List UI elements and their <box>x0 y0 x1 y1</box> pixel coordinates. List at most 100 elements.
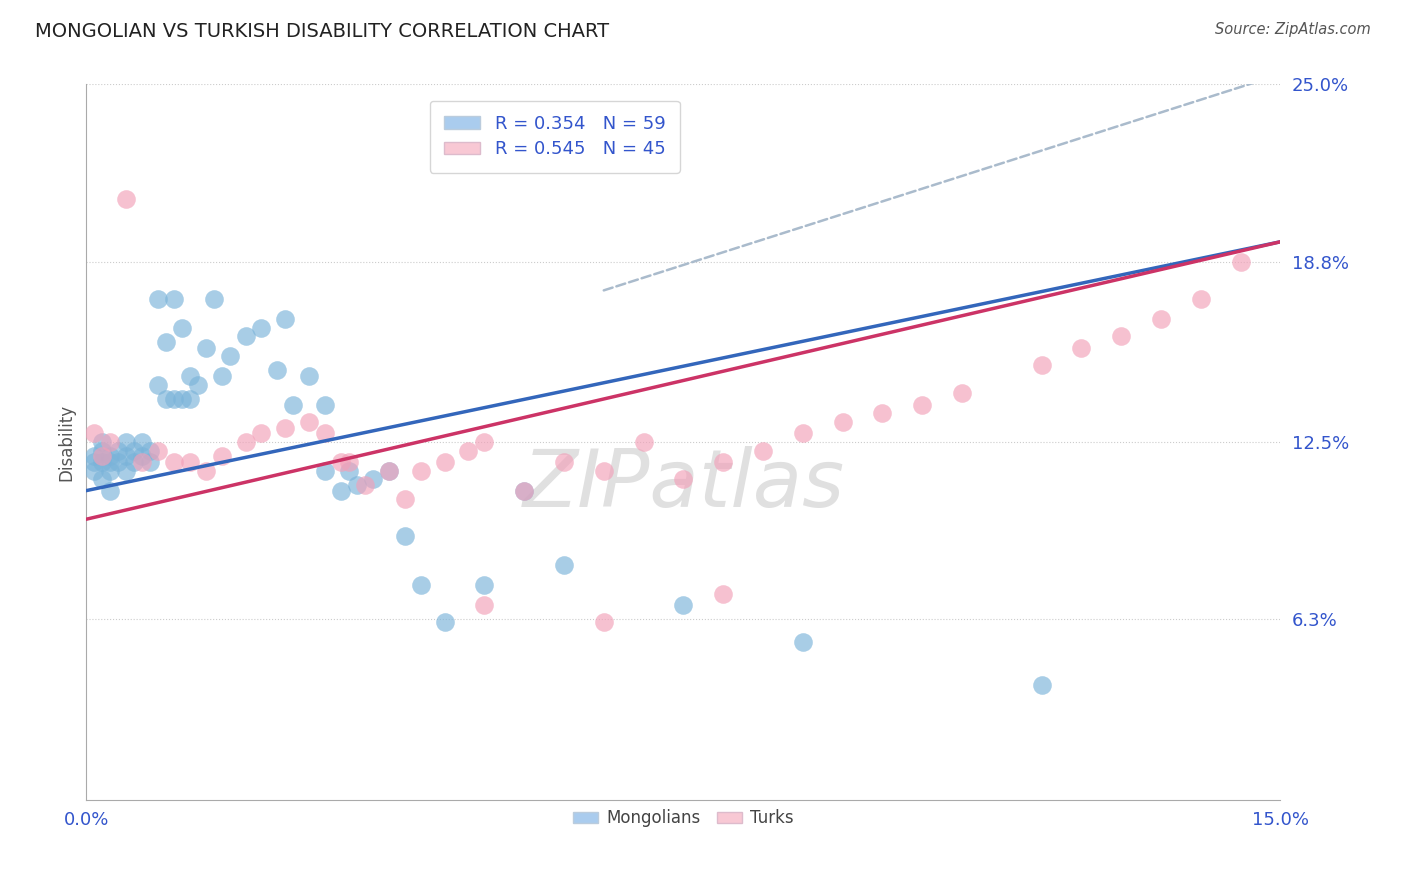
Point <box>146 377 169 392</box>
Point <box>179 392 201 406</box>
Point <box>1031 678 1053 692</box>
Point <box>115 450 138 464</box>
Point <box>792 426 814 441</box>
Point <box>98 464 121 478</box>
Point <box>1109 329 1132 343</box>
Point <box>218 349 240 363</box>
Point <box>98 450 121 464</box>
Point <box>202 292 225 306</box>
Point <box>194 464 217 478</box>
Point <box>752 443 775 458</box>
Point <box>211 369 233 384</box>
Point <box>472 434 495 449</box>
Point <box>433 455 456 469</box>
Point <box>155 392 177 406</box>
Point <box>115 464 138 478</box>
Point <box>378 464 401 478</box>
Point <box>1189 292 1212 306</box>
Point <box>163 392 186 406</box>
Point <box>298 369 321 384</box>
Point <box>330 483 353 498</box>
Point <box>170 392 193 406</box>
Point <box>314 426 336 441</box>
Point <box>146 443 169 458</box>
Point <box>472 578 495 592</box>
Point <box>553 455 575 469</box>
Point <box>330 455 353 469</box>
Point <box>314 464 336 478</box>
Point <box>131 434 153 449</box>
Point <box>457 443 479 458</box>
Point <box>131 455 153 469</box>
Point <box>513 483 536 498</box>
Point <box>163 292 186 306</box>
Y-axis label: Disability: Disability <box>58 403 75 481</box>
Point <box>179 455 201 469</box>
Legend: Mongolians, Turks: Mongolians, Turks <box>567 803 800 834</box>
Point <box>91 450 114 464</box>
Point <box>672 472 695 486</box>
Point <box>394 492 416 507</box>
Point <box>115 434 138 449</box>
Point <box>83 464 105 478</box>
Point <box>1229 254 1251 268</box>
Point <box>950 386 973 401</box>
Point <box>266 363 288 377</box>
Point <box>98 483 121 498</box>
Point <box>283 398 305 412</box>
Point <box>378 464 401 478</box>
Point <box>194 341 217 355</box>
Point <box>83 450 105 464</box>
Point <box>107 443 129 458</box>
Point <box>83 455 105 469</box>
Point <box>672 598 695 612</box>
Point <box>235 329 257 343</box>
Point <box>98 455 121 469</box>
Point <box>592 615 614 630</box>
Point <box>146 292 169 306</box>
Point <box>115 192 138 206</box>
Point <box>872 406 894 420</box>
Point <box>409 464 432 478</box>
Point <box>179 369 201 384</box>
Point <box>274 420 297 434</box>
Text: MONGOLIAN VS TURKISH DISABILITY CORRELATION CHART: MONGOLIAN VS TURKISH DISABILITY CORRELAT… <box>35 22 609 41</box>
Point <box>98 434 121 449</box>
Point <box>250 320 273 334</box>
Point <box>711 586 734 600</box>
Point <box>163 455 186 469</box>
Point <box>170 320 193 334</box>
Point <box>131 450 153 464</box>
Point <box>122 455 145 469</box>
Point <box>139 455 162 469</box>
Point <box>314 398 336 412</box>
Point <box>107 455 129 469</box>
Text: Source: ZipAtlas.com: Source: ZipAtlas.com <box>1215 22 1371 37</box>
Point <box>122 443 145 458</box>
Point <box>911 398 934 412</box>
Point <box>139 443 162 458</box>
Point <box>337 464 360 478</box>
Point <box>553 558 575 572</box>
Point <box>831 415 853 429</box>
Point <box>155 334 177 349</box>
Point <box>711 455 734 469</box>
Point <box>211 450 233 464</box>
Point <box>274 312 297 326</box>
Point <box>633 434 655 449</box>
Text: ZIPatlas: ZIPatlas <box>522 446 845 524</box>
Point <box>409 578 432 592</box>
Point <box>1070 341 1092 355</box>
Point <box>394 529 416 543</box>
Point <box>792 635 814 649</box>
Point <box>433 615 456 630</box>
Point <box>91 434 114 449</box>
Point <box>298 415 321 429</box>
Point <box>354 478 377 492</box>
Point <box>592 464 614 478</box>
Point <box>250 426 273 441</box>
Point <box>187 377 209 392</box>
Point <box>235 434 257 449</box>
Point <box>361 472 384 486</box>
Point <box>91 455 114 469</box>
